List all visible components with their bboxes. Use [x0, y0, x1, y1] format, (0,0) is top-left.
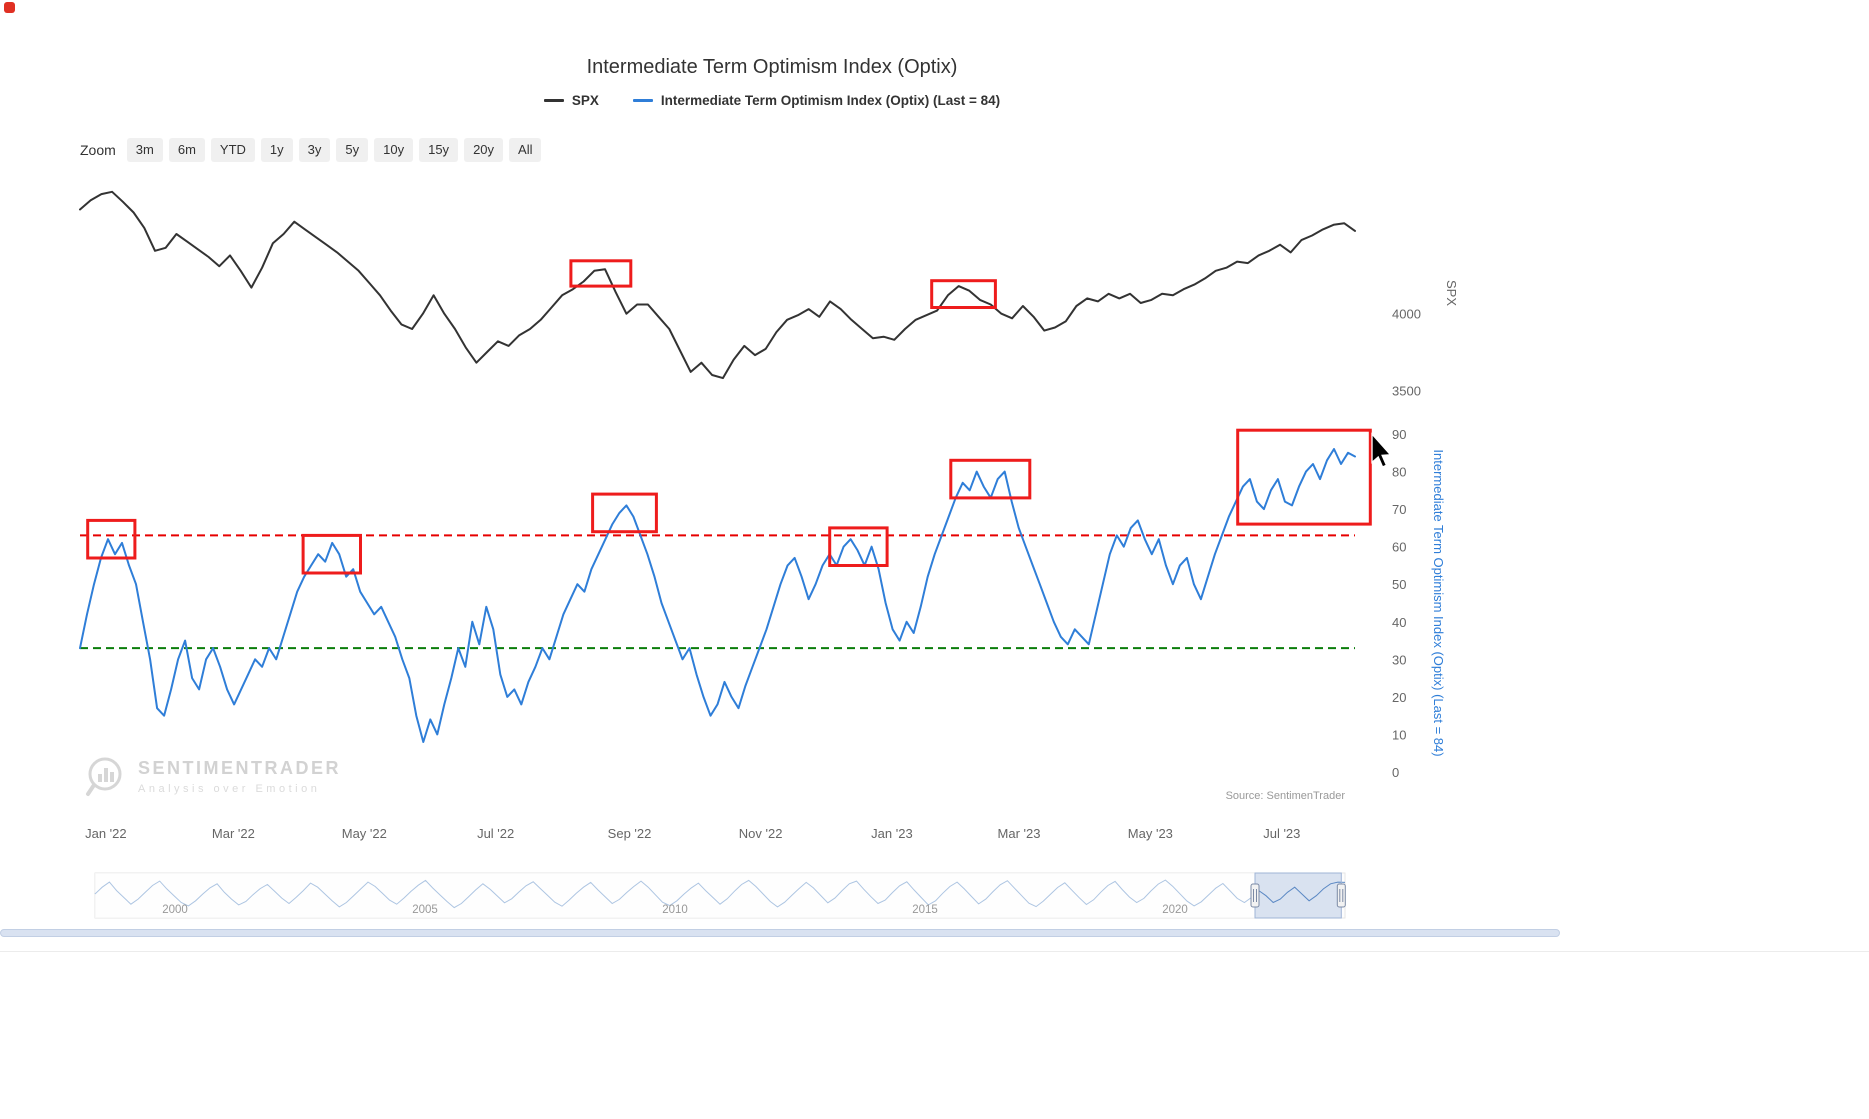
navigator-mask-left: [95, 873, 1255, 918]
optix-axis-title: Intermediate Term Optimism Index (Optix)…: [1431, 449, 1446, 756]
optix-axis-tick-label: 80: [1392, 465, 1406, 480]
legend-item-optix[interactable]: Intermediate Term Optimism Index (Optix)…: [632, 93, 1001, 108]
optix-axis-tick-label: 20: [1392, 690, 1406, 705]
spx-axis-tick-label: 4000: [1392, 307, 1421, 322]
legend: SPX Intermediate Term Optimism Index (Op…: [0, 93, 1544, 108]
optix-legend-label: Intermediate Term Optimism Index (Optix)…: [660, 93, 1001, 108]
x-axis-tick-label: Sep '22: [608, 826, 652, 841]
watermark-name: SENTIMENTRADER: [138, 758, 342, 778]
navigator-selected-range[interactable]: [1254, 872, 1342, 919]
x-axis-tick-label: Jul '22: [477, 826, 514, 841]
spx-line-swatch: [543, 99, 564, 102]
zoom-label: Zoom: [80, 142, 116, 159]
mouse-pointer-icon: [1371, 432, 1392, 468]
zoom-button-1y[interactable]: 1y: [260, 138, 293, 163]
zoom-button-10y[interactable]: 10y: [374, 138, 414, 163]
optix-annotation-box-2: [301, 533, 363, 575]
horizontal-scrollbar[interactable]: [0, 929, 1560, 937]
optix-annotation-box-1: [86, 518, 137, 560]
legend-item-spx[interactable]: SPX: [543, 93, 599, 108]
x-axis-tick-label: Mar '22: [212, 826, 255, 841]
spx-axis-title: SPX: [1444, 280, 1459, 306]
spx-series-line: [79, 190, 1356, 380]
spx-axis-tick-label: 3500: [1392, 383, 1421, 398]
navigator-frame: [94, 872, 1346, 919]
navigator-year-label: 2000: [162, 904, 188, 916]
optix-axis-tick-label: 30: [1392, 652, 1406, 667]
zoom-toolbar: Zoom 3m 6m YTD 1y 3y 5y 10y 15y 20y All: [80, 138, 542, 163]
optix-annotation-box-6: [1236, 428, 1372, 526]
mouse-cursor-layer: [1371, 432, 1392, 468]
optix-series-line: [79, 448, 1356, 743]
zoom-button-6m[interactable]: 6m: [168, 138, 205, 163]
x-axis-tick-label: May '23: [1128, 826, 1173, 841]
navigator-handle-right[interactable]: [1336, 883, 1346, 908]
navigator-year-label: 2005: [412, 904, 438, 916]
sentimentrader-logo-icon: [86, 757, 122, 796]
navigator-handle-left[interactable]: [1250, 883, 1260, 908]
navigator-strip[interactable]: 2000 2005 2010 2015 2020: [94, 872, 1346, 919]
x-axis-tick-label: Mar '23: [998, 826, 1041, 841]
zoom-button-5y[interactable]: 5y: [336, 138, 369, 163]
chart-title: Intermediate Term Optimism Index (Optix): [586, 56, 958, 78]
x-axis-tick-label: Nov '22: [739, 826, 783, 841]
optix-line-swatch: [632, 99, 653, 102]
x-axis-tick-label: May '22: [342, 826, 387, 841]
zoom-button-3m[interactable]: 3m: [126, 138, 163, 163]
optix-axis-tick-label: 50: [1392, 577, 1406, 592]
spx-annotation-box-2: [930, 279, 997, 310]
navigator-year-label: 2010: [662, 904, 688, 916]
zoom-button-20y[interactable]: 20y: [464, 138, 504, 163]
watermark-tagline: Analysis over Emotion: [138, 783, 321, 795]
zoom-buttons: 3m 6m YTD 1y 3y 5y 10y 15y 20y All: [126, 138, 542, 163]
navigator-year-label: 2015: [912, 904, 938, 916]
red-indicator-dot: [4, 2, 15, 13]
bottom-divider: [0, 951, 1869, 952]
x-axis-tick-label: Jan '22: [85, 826, 127, 841]
x-axis-tick-label: Jul '23: [1263, 826, 1300, 841]
navigator-year-label: 2020: [1162, 904, 1188, 916]
zoom-button-15y[interactable]: 15y: [419, 138, 459, 163]
navigator-series-line: [94, 879, 1346, 909]
optix-annotation-box-5: [949, 458, 1032, 500]
optix-axis-tick-label: 90: [1392, 427, 1406, 442]
optix-axis-tick-label: 70: [1392, 502, 1406, 517]
series-lines: [79, 190, 1356, 743]
sentimentrader-watermark: SENTIMENTRADER Analysis over Emotion: [84, 754, 341, 800]
zoom-button-all[interactable]: All: [509, 138, 542, 163]
zoom-button-3y[interactable]: 3y: [298, 138, 331, 163]
source-credit: Source: SentimenTrader: [1225, 790, 1345, 802]
annotation-boxes: [86, 259, 1372, 575]
spx-legend-label: SPX: [571, 93, 599, 108]
optix-axis-tick-label: 0: [1392, 765, 1399, 780]
threshold-lines: [80, 534, 1355, 650]
x-axis-tick-label: Jan '23: [871, 826, 913, 841]
optix-axis-tick-label: 40: [1392, 615, 1406, 630]
optix-axis-tick-label: 10: [1392, 727, 1406, 742]
optix-annotation-box-3: [591, 492, 658, 534]
optix-axis-tick-label: 60: [1392, 540, 1406, 555]
optix-annotation-box-4: [828, 526, 889, 568]
zoom-button-ytd[interactable]: YTD: [210, 138, 255, 163]
spx-annotation-box-1: [569, 259, 633, 288]
